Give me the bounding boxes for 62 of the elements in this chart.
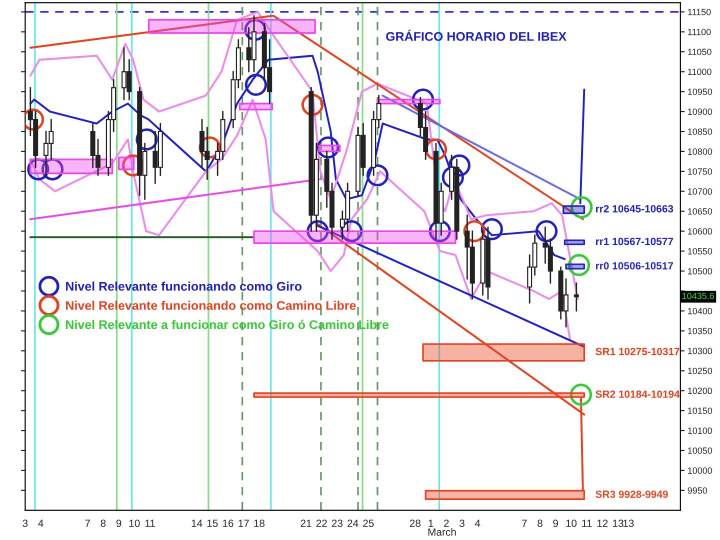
y-tick-label: 10600 xyxy=(688,228,712,235)
x-tick-label: 7 xyxy=(522,520,527,527)
x-tick-label: 21 xyxy=(300,520,312,527)
x-tick-label: 13 xyxy=(613,520,624,527)
y-tick-label: 10350 xyxy=(688,328,712,334)
y-tick-label: 10800 xyxy=(688,148,712,155)
x-tick-label: 13 xyxy=(623,520,634,527)
x-tick-label: 8 xyxy=(538,520,542,527)
x-tick-label: 25 xyxy=(363,520,374,527)
text: 10435.6 xyxy=(682,292,714,300)
y-tick-label: 11100 xyxy=(688,28,711,36)
x-tick-label: 14 xyxy=(192,520,202,527)
x-tick-label: 28 xyxy=(410,520,421,527)
y-tick-label: 10400 xyxy=(688,308,712,314)
x-tick-label: 15 xyxy=(207,520,218,527)
y-tick-label: 10200 xyxy=(688,388,712,394)
x-tick-label: 4 xyxy=(38,520,44,527)
y-tick-label: 11150 xyxy=(688,8,711,16)
y-tick-label: 10650 xyxy=(688,208,712,215)
y-tick-label: 10700 xyxy=(688,188,712,195)
x-tick-label: 9 xyxy=(553,520,558,527)
x-tick-label: 8 xyxy=(100,520,106,527)
annotation: SR2 10184-10194 xyxy=(596,390,680,398)
y-tick-label: 10950 xyxy=(688,88,712,95)
y-tick-label: 10250 xyxy=(688,368,712,374)
x-tick-label: 16 xyxy=(223,520,234,527)
y-tick-label: 10750 xyxy=(688,168,712,175)
annotation: SR1 10275-10317 xyxy=(596,348,680,356)
x-tick-label: 24 xyxy=(348,520,358,527)
annotation: rr2 10645-10663 xyxy=(596,205,674,212)
y-tick-label: 10500 xyxy=(688,268,712,274)
x-tick-label: 1 xyxy=(428,520,434,527)
y-tick-label: 11000 xyxy=(688,68,712,76)
y-tick-label: 9950 xyxy=(688,487,708,494)
x-tick-label: 2 xyxy=(444,520,449,527)
y-tick-label: 10900 xyxy=(688,108,712,115)
x-tick-label: 11 xyxy=(582,520,592,527)
y-tick-label: 10850 xyxy=(688,128,712,135)
y-tick-label: 10550 xyxy=(688,248,712,254)
y-tick-label: 10000 xyxy=(688,467,712,474)
x-tick-label: 3 xyxy=(460,520,464,527)
x-tick-label: 4 xyxy=(474,520,480,527)
x-tick-label: 7 xyxy=(85,520,90,527)
x-axis-title: March xyxy=(428,528,456,536)
y-tick-label: 11050 xyxy=(688,48,712,56)
annotation: rr0 10506-10517 xyxy=(596,262,674,270)
annotation: SR3 9928-9949 xyxy=(596,490,668,498)
annotation: rr1 10567-10577 xyxy=(596,238,674,246)
x-tick-label: 10 xyxy=(129,520,140,527)
x-tick-label: 10 xyxy=(566,520,577,527)
x-tick-label: 9 xyxy=(116,520,122,527)
x-tick-label: 12 xyxy=(597,520,608,527)
y-tick-label: 10050 xyxy=(688,447,712,454)
x-tick-label: 11 xyxy=(145,520,155,527)
x-tick-label: 22 xyxy=(316,520,327,527)
y-tick-label: 10300 xyxy=(688,348,712,354)
x-tick-label: 17 xyxy=(238,520,249,527)
x-tick-label: 18 xyxy=(254,520,265,527)
y-tick-label: 10100 xyxy=(688,428,712,434)
x-tick-label: 3 xyxy=(22,520,28,527)
x-tick-label: 23 xyxy=(332,520,343,527)
y-tick-label: 10150 xyxy=(688,408,712,414)
